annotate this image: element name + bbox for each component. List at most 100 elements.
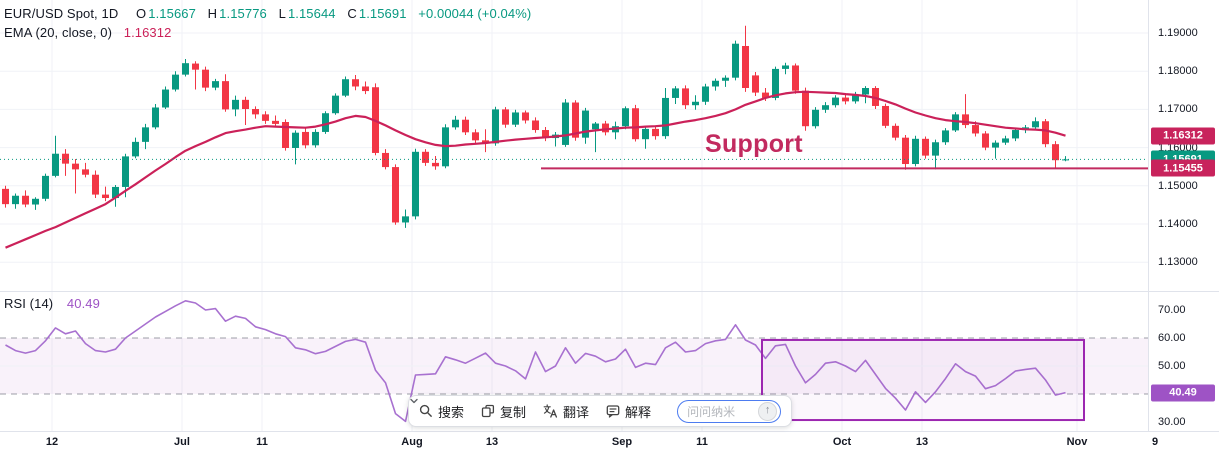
candle-body [572,102,579,138]
time-axis[interactable]: 12 Jul 11 Aug 13 Sep 11 Oct 13 Nov 9 [0,432,1219,454]
symbol-legend[interactable]: EUR/USD Spot, 1D O 1.15667 H 1.15776 L 1.15… [4,6,533,21]
candle-body [112,186,119,199]
rsi-legend[interactable]: RSI (14) 40.49 [4,296,102,311]
candle-body [1002,138,1009,143]
ema-legend[interactable]: EMA (20, close, 0) 1.16312 [4,25,173,40]
search-label: 搜索 [438,404,465,420]
time-tick-label[interactable]: Sep [611,436,633,448]
time-tick-label[interactable]: Nov [1066,436,1088,448]
price-tick-label: 1.13000 [1158,256,1198,269]
candle-body [262,114,269,121]
candle-body [332,95,339,114]
translate-icon [543,404,558,418]
candle-body [232,99,239,110]
candle-body [992,142,999,148]
price-tick-label: 1.17000 [1158,103,1198,116]
rsi-tick-label: 60.00 [1158,332,1186,344]
chart-canvas[interactable] [0,0,1219,431]
candle-body [812,109,819,127]
candle-body [892,125,899,138]
candle-body [452,119,459,128]
candle-body [502,109,509,125]
time-tick-label[interactable]: 13 [915,436,929,448]
candle-body [592,123,599,130]
candle-body [932,142,939,156]
time-tick-label[interactable]: 12 [45,436,59,448]
ema-value: 1.16312 [123,25,172,40]
candle-body [762,92,769,98]
candle-body [312,131,319,146]
low-value: 1.15644 [287,6,336,21]
candle-body [92,174,99,195]
candle-body [532,120,539,131]
price-axis[interactable]: 1.19000 1.18000 1.17000 1.16000 1.15000 1.140… [1148,0,1219,431]
rsi-tick-label: 30.00 [1158,416,1186,428]
candle-body [432,162,439,167]
candle-body [132,141,139,157]
candle-body [52,153,59,176]
candle-body [272,120,279,124]
search-icon [419,404,433,418]
time-tick-label[interactable]: 11 [696,436,708,448]
candle-body [222,81,229,110]
candle-body [42,175,49,199]
price-tick-label: 1.14000 [1158,218,1198,230]
candle-body [382,152,389,168]
copy-button[interactable]: 复制 [481,402,526,421]
ema-label: EMA (20, close, 0) [4,25,113,40]
candle-body [392,167,399,223]
rsi-badge: 40.49 [1151,384,1215,402]
time-tick-label[interactable]: Aug [401,436,423,448]
candle-body [972,125,979,134]
translate-button[interactable]: 翻译 [543,402,589,421]
rsi-line [5,300,1066,423]
candle-body [252,109,259,115]
axis-divider [0,431,1219,432]
candle-body [292,132,299,148]
candle-body [752,75,759,93]
time-tick-label[interactable]: 9 [1151,436,1159,448]
symbol-title[interactable]: EUR/USD Spot, 1D [4,6,119,21]
rsi-value: 40.49 [66,296,100,311]
support-annotation-label[interactable]: Support [705,130,803,158]
price-tick-label: 1.15000 [1158,179,1198,192]
candle-body [62,153,69,164]
candle-body [142,127,149,142]
time-tick-label[interactable]: Jul [174,436,190,448]
time-tick-label[interactable]: 11 [256,436,268,448]
price-tick-label: 1.16000 [1158,141,1198,154]
time-tick-label[interactable]: 13 [485,436,499,448]
search-button[interactable]: 搜索 [419,402,464,421]
ask-ai-placeholder: 问问纳米 [687,404,736,419]
candle-body [562,102,569,145]
candle-body [642,128,649,140]
copy-label: 复制 [500,404,527,420]
candle-body [1032,121,1039,128]
rsi-highlight-box[interactable] [761,338,1085,422]
candle-body [72,163,79,170]
candle-body [322,113,329,132]
candle-body [842,97,849,102]
close-label: C [347,6,357,21]
candle-body [722,77,729,81]
explain-label: 解释 [625,404,652,420]
candle-body [202,69,209,88]
pane-divider[interactable] [0,291,1219,292]
ema-line [5,90,1066,249]
price-tick-label: 1.18000 [1158,65,1198,78]
open-label: O [136,6,147,21]
candle-body [902,137,909,165]
explain-button[interactable]: 解释 [606,402,651,421]
candle-body [1052,144,1059,161]
price-tick-label: 1.19000 [1158,27,1198,39]
time-tick-label[interactable]: Oct [832,436,852,448]
candle-body [922,138,929,156]
candle-body [152,107,159,128]
candle-body [772,68,779,98]
candle-body [542,130,549,139]
arrow-up-icon[interactable]: ↑ [758,401,778,421]
open-value: 1.15667 [148,6,196,21]
ask-ai-input[interactable]: 问问纳米 ↑ [677,399,782,423]
candle-body [242,99,249,110]
